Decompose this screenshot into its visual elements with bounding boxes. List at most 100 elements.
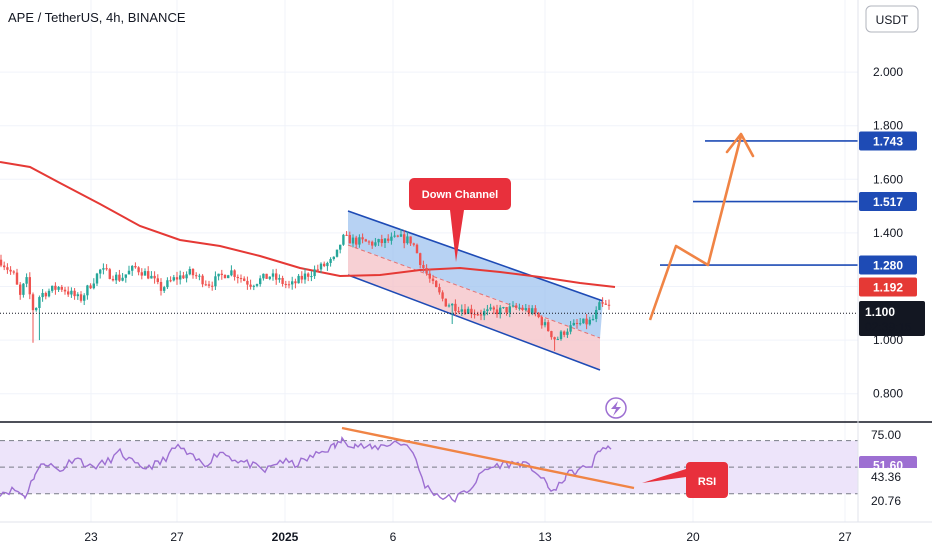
candle-body <box>188 268 191 275</box>
candle-body <box>540 317 543 326</box>
candle-body <box>329 259 332 263</box>
candle-body <box>374 242 377 246</box>
currency-button[interactable]: USDT <box>865 5 919 33</box>
candle-body <box>124 274 127 278</box>
candle-body <box>35 307 38 311</box>
candle-body <box>201 275 204 285</box>
candle-body <box>380 239 383 244</box>
candle-body <box>508 306 511 313</box>
candle-body <box>156 278 159 282</box>
candle-body <box>153 275 156 279</box>
channel-bottom-line <box>347 274 601 371</box>
projection-path <box>648 135 743 321</box>
candle-body <box>265 273 268 279</box>
candle-body <box>25 277 28 284</box>
candle-body <box>159 281 163 291</box>
candle-body <box>28 277 31 295</box>
candle-body <box>435 280 438 288</box>
candle-body <box>428 273 431 279</box>
candle-body <box>281 277 284 284</box>
candle-body <box>358 237 361 245</box>
candle-body <box>588 319 591 325</box>
candle-body <box>22 283 25 295</box>
candle-body <box>444 298 447 307</box>
current-price-label: 1.100 <box>865 305 895 319</box>
candle-body <box>550 331 553 338</box>
candle-body <box>195 275 198 277</box>
candle-body <box>179 275 182 280</box>
candle-body <box>252 285 255 287</box>
candle-body <box>217 273 220 277</box>
candle-body <box>473 314 476 316</box>
candle-body <box>553 337 556 340</box>
candle-body <box>3 265 6 268</box>
candle-body <box>531 308 534 314</box>
candle-body <box>239 278 243 280</box>
x-tick-label: 27 <box>838 530 852 544</box>
candle-body <box>246 280 249 285</box>
candle-body <box>390 236 393 241</box>
candle-body <box>89 285 92 289</box>
candle-body <box>86 285 89 296</box>
rsi-tick-label: 20.76 <box>871 494 901 508</box>
candle-body <box>425 267 428 274</box>
candle-body <box>604 303 607 305</box>
candle-body <box>403 234 406 244</box>
candle-body <box>527 308 531 314</box>
candle-body <box>57 286 60 290</box>
candle-body <box>287 284 291 286</box>
candle-body <box>127 270 131 275</box>
candle-body <box>483 311 486 316</box>
candle-body <box>447 305 451 307</box>
candle-body <box>134 265 137 268</box>
x-tick-label: 23 <box>84 530 98 544</box>
candle-body <box>227 275 230 279</box>
current-price-tag <box>859 301 925 336</box>
candle-body <box>364 239 367 242</box>
candle-body <box>41 292 44 298</box>
countdown-label: 02:39:15 <box>865 320 912 334</box>
candle-body <box>323 263 326 267</box>
candle-body <box>387 238 390 241</box>
candle-body <box>278 277 281 280</box>
candle-body <box>524 308 527 310</box>
candle-body <box>351 237 355 244</box>
candle-body <box>60 286 63 290</box>
candle-body <box>319 263 323 270</box>
candle-body <box>316 269 319 271</box>
x-tick-label: 6 <box>390 530 397 544</box>
candle-body <box>198 275 201 277</box>
target-price-tag <box>859 255 917 275</box>
target-price-tag <box>859 192 917 212</box>
candle-body <box>73 290 76 297</box>
candle-body <box>367 241 371 243</box>
candle-body <box>143 271 147 276</box>
candle-body <box>214 276 217 287</box>
candle-body <box>582 318 585 324</box>
target-price-tag-label: 1.743 <box>873 134 903 148</box>
candle-body <box>172 277 175 281</box>
candle-body <box>569 325 572 332</box>
candle-body <box>102 268 105 270</box>
candle-body <box>495 309 499 315</box>
channel-lower-fill <box>348 245 600 370</box>
y-tick-label: 0.800 <box>873 387 903 401</box>
ma-line <box>0 161 616 288</box>
candle-body <box>518 307 521 309</box>
candle-body <box>108 269 111 279</box>
candle-body <box>383 238 387 244</box>
candle-body <box>140 272 143 276</box>
candle-body <box>31 294 35 311</box>
candle-body <box>294 281 297 284</box>
candle-body <box>515 305 518 308</box>
x-tick-label: 2025 <box>272 530 299 544</box>
candle-body <box>175 277 179 280</box>
candle-body <box>463 309 467 314</box>
candle-body <box>211 285 214 287</box>
y-tick-label: 1.000 <box>873 333 903 347</box>
lightning-icon[interactable] <box>605 397 627 419</box>
candle-body <box>355 237 358 245</box>
candle-body <box>371 241 374 246</box>
